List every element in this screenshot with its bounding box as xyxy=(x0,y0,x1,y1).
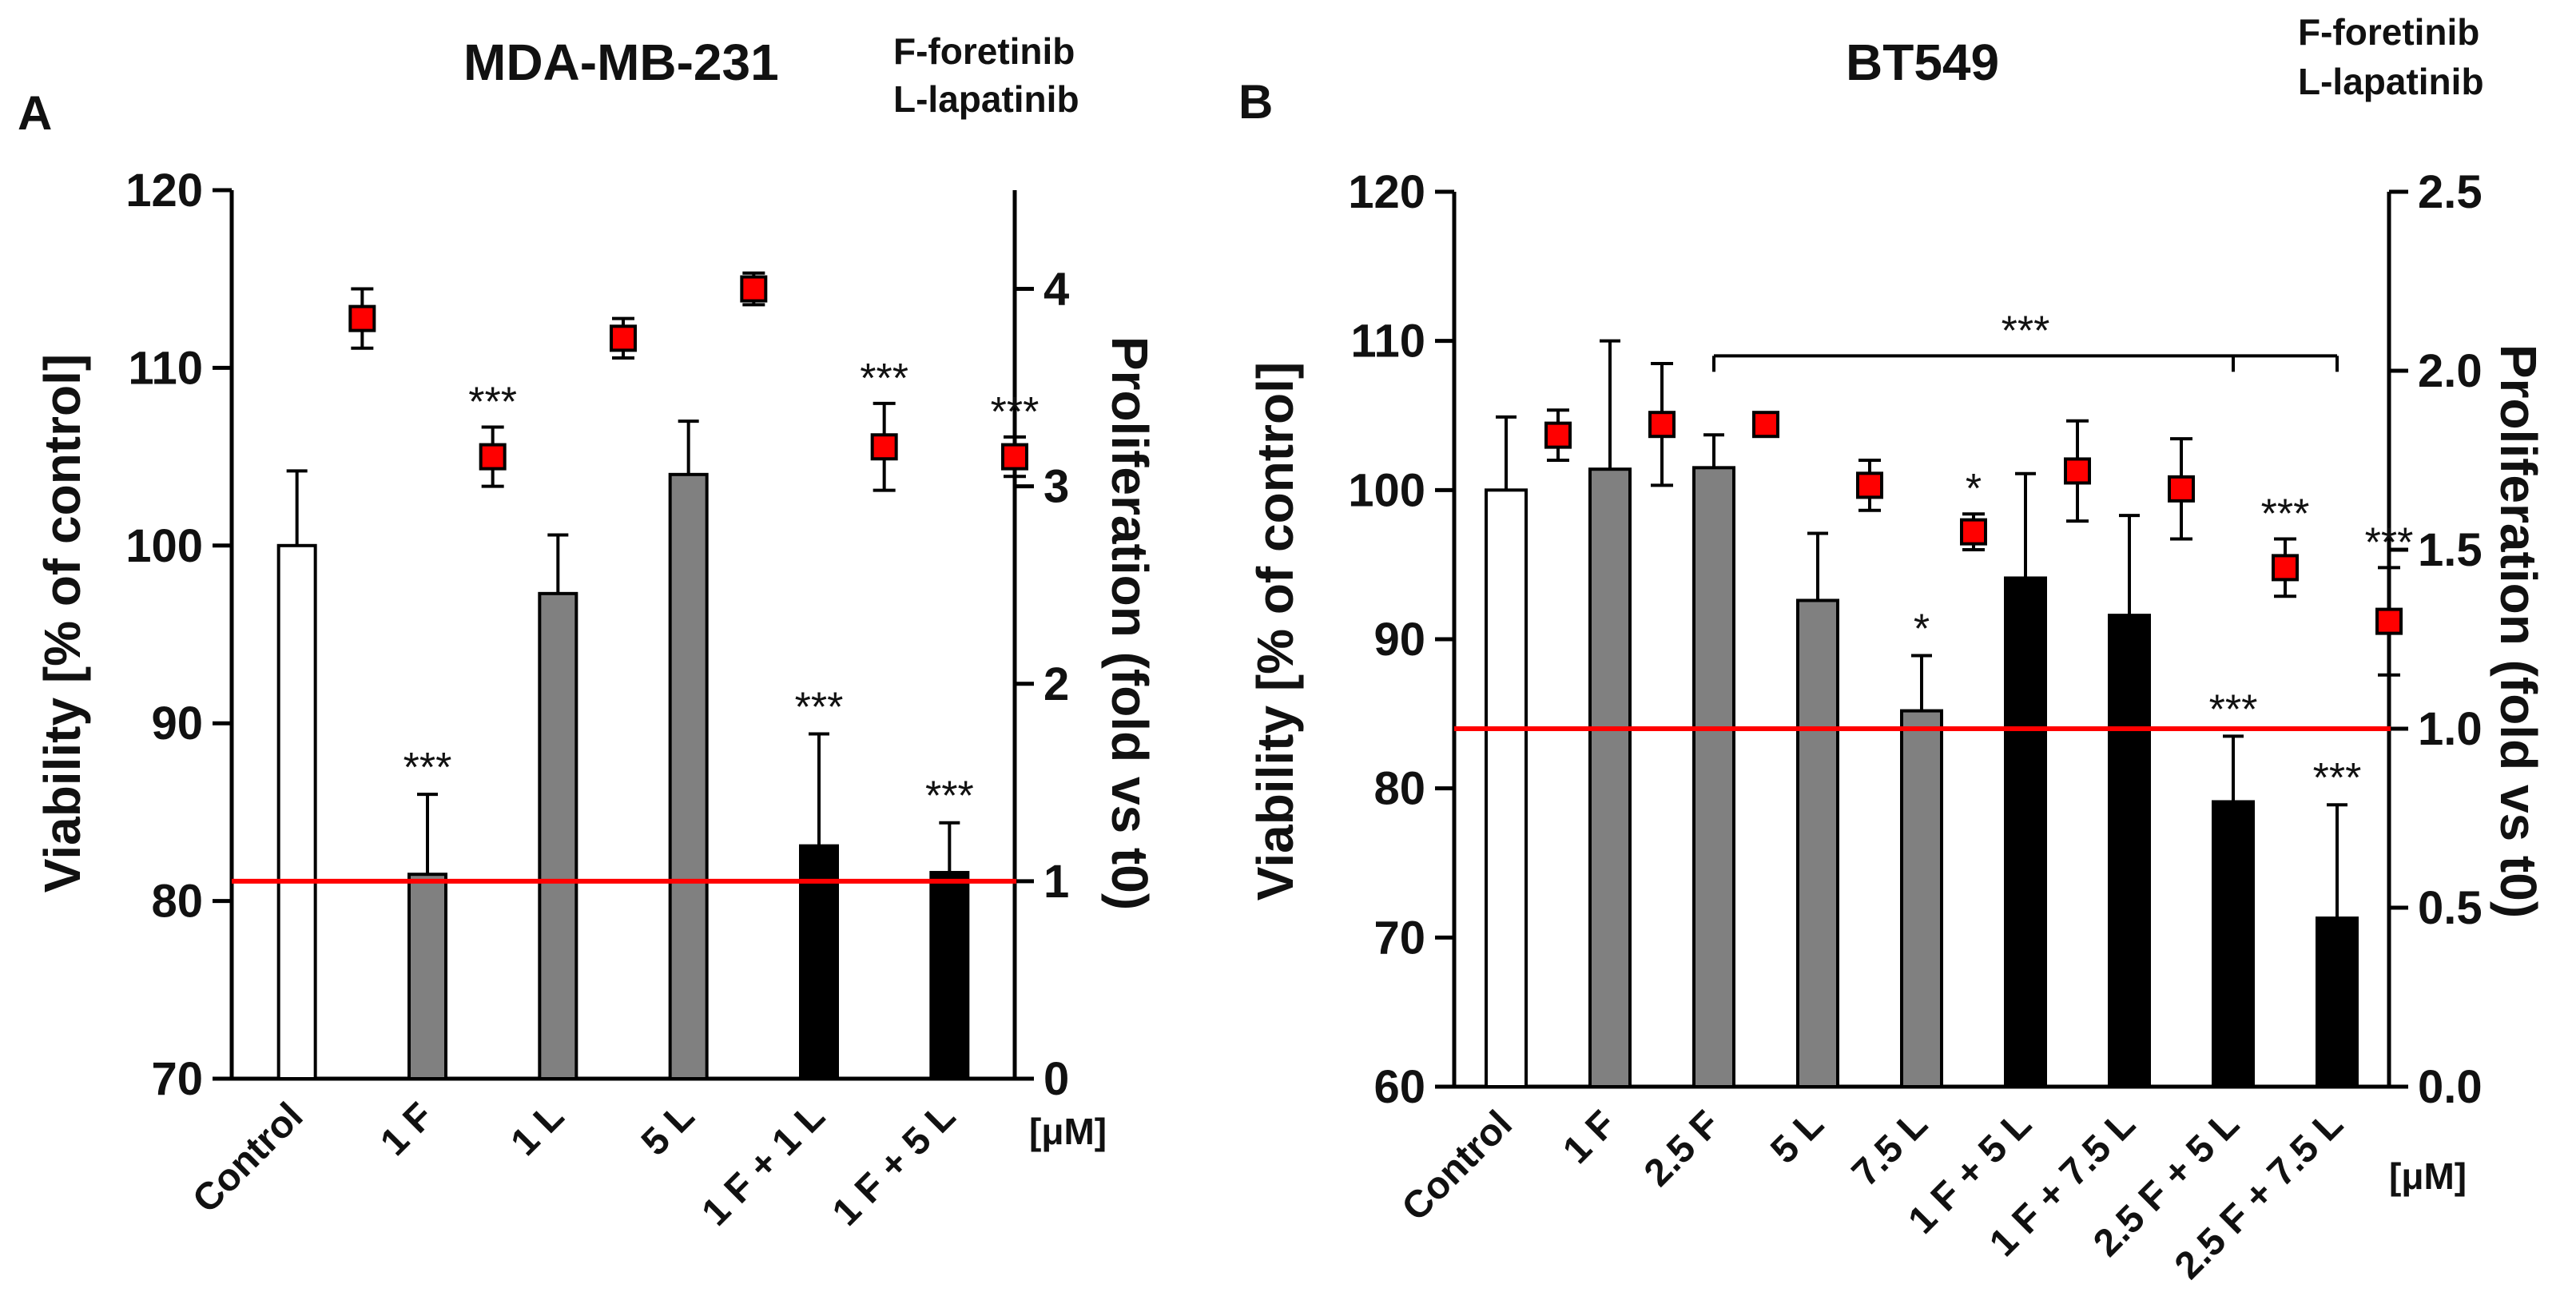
panel-b-bar xyxy=(1900,709,1943,1088)
panel-b-marker-significance: *** xyxy=(2261,491,2310,538)
panel-b-y-axis-label: Viability [% of control] xyxy=(1246,362,1304,900)
panel-a-bar xyxy=(668,472,709,1080)
panel-a-y2-tick-label: 4 xyxy=(1044,264,1069,316)
panel-a-y-tick-label: 70 xyxy=(151,1053,203,1105)
panel-a-marker-significance: *** xyxy=(468,380,517,426)
panel-b-y2-tick-label: 0.5 xyxy=(2418,882,2483,934)
panel-a-bar xyxy=(929,871,970,1080)
panel-b-y2-tick-label: 2.0 xyxy=(2418,345,2483,397)
panel-b-bar xyxy=(2212,800,2255,1088)
panel-a-marker-significance: *** xyxy=(991,389,1040,435)
panel-b-category-label: 5 L xyxy=(1763,1103,1832,1172)
panel-b-bar-significance: *** xyxy=(2209,686,2258,733)
panel-b-y-tick-label: 100 xyxy=(1348,464,1425,516)
panel-b-y2-tick-label: 1.0 xyxy=(2418,703,2483,755)
panel-b-y-tick-label: 120 xyxy=(1348,166,1425,218)
panel-a-bar xyxy=(799,844,839,1080)
panel-b-bar-significance: *** xyxy=(2313,755,2362,801)
panel-b-marker-significance: *** xyxy=(2365,519,2414,566)
panel-b-proliferation-marker xyxy=(2168,475,2195,503)
panel-a-bar-significance: *** xyxy=(925,773,974,820)
panel-a-legend-line-2: L-lapatinib xyxy=(893,78,1079,120)
panel-a-proliferation-marker xyxy=(348,304,376,332)
panel-b-plot: 60 70 80 90 100 110 120 0.0 0.5 1.0 1.5 2.0 2.5 Contr… xyxy=(1348,166,2482,1287)
panel-a-category-label: 1 F + 1 L xyxy=(694,1095,833,1234)
panel-b-proliferation-marker xyxy=(2375,607,2403,635)
panel-b-bar xyxy=(1692,466,1735,1088)
panel-b-proliferation-marker xyxy=(2064,457,2091,485)
panel-b-bar xyxy=(2108,614,2151,1088)
panel-a-category-label: 1 F + 5 L xyxy=(825,1095,964,1234)
panel-b-category-label: 2.5 F xyxy=(1636,1103,1728,1195)
panel-a-y2-tick-label: 0 xyxy=(1044,1053,1069,1105)
panel-a-proliferation-marker xyxy=(1001,443,1028,471)
panel-b-category-label: 1 F xyxy=(1555,1103,1624,1172)
panel-a-title: MDA-MB-231 xyxy=(463,34,779,91)
panel-b-y2-tick-label: 1.5 xyxy=(2418,524,2483,576)
panel-b-y2-axis-label: Proliferation (fold vs t0) xyxy=(2490,344,2547,918)
panel-a-unit-label: [μM] xyxy=(1029,1111,1107,1152)
panel-a-proliferation-marker xyxy=(870,433,898,461)
panel-a-bar xyxy=(538,591,578,1080)
panel-a-y-tick-label: 110 xyxy=(128,342,203,394)
panel-a-proliferation-marker xyxy=(740,275,768,303)
panel-b-label: B xyxy=(1238,75,1273,129)
panel-a-legend-line-1: F-foretinib xyxy=(893,30,1075,72)
panel-a-proliferation-marker xyxy=(479,443,507,471)
panel-b-category-label: 7.5 L xyxy=(1844,1103,1936,1195)
panel-a-marker-significance: *** xyxy=(860,356,908,402)
panel-a-y-tick-label: 120 xyxy=(125,165,203,217)
panel-b-bar xyxy=(2004,576,2047,1088)
panel-a-y-tick-label: 80 xyxy=(151,876,203,928)
panel-b-proliferation-marker xyxy=(1856,471,1883,499)
panel-b-y2-tick-label: 0.0 xyxy=(2418,1061,2483,1113)
panel-b-bar xyxy=(1588,467,1632,1088)
panel-b-y-tick-label: 60 xyxy=(1373,1061,1425,1113)
panel-b-bar xyxy=(1485,488,1528,1088)
panel-a-y2-axis-label: Proliferation (fold vs t0) xyxy=(1101,336,1159,910)
panel-a-y2-tick-label: 2 xyxy=(1044,658,1069,710)
panel-b-unit-label: [μM] xyxy=(2389,1155,2467,1197)
panel-a-y-axis-label: Viability [% of control] xyxy=(34,354,91,893)
panel-a-bar-significance: *** xyxy=(403,745,452,791)
panel-a-label: A xyxy=(18,86,52,140)
panel-b-y-tick-label: 110 xyxy=(1350,316,1425,368)
panel-a-category-label: 1 L xyxy=(503,1095,573,1164)
panel-a-bar xyxy=(276,543,317,1080)
panel-b-legend-line-1: F-foretinib xyxy=(2298,11,2479,53)
panel-b-bar xyxy=(1796,598,1839,1088)
panel-b-bar xyxy=(2316,916,2359,1088)
panel-b-proliferation-marker xyxy=(1752,411,1779,439)
panel-b-proliferation-marker xyxy=(1960,518,1987,546)
panel-b-marker-significance: * xyxy=(1966,466,1982,512)
panel-a-bar xyxy=(407,873,447,1080)
panel-b-y-tick-label: 80 xyxy=(1373,763,1425,815)
panel-a-category-label: Control xyxy=(185,1095,311,1221)
panel-a-proliferation-marker xyxy=(610,324,637,352)
panel-a-y2-tick-label: 3 xyxy=(1044,461,1069,513)
panel-b-proliferation-marker xyxy=(1648,411,1676,439)
panel-a-plot: 70 80 90 100 110 120 0 1 2 3 4 Control *** 1 F 1 L 5 L *… xyxy=(125,165,1069,1234)
panel-b-category-label: Control xyxy=(1394,1103,1521,1229)
panel-b-y-tick-label: 90 xyxy=(1373,614,1425,666)
panel-b-y-tick-label: 70 xyxy=(1373,912,1425,964)
panel-a-category-label: 5 L xyxy=(634,1095,703,1164)
panel-a-category-label: 1 F xyxy=(372,1095,442,1164)
panel-a-y-tick-label: 90 xyxy=(151,698,203,749)
panel-b-proliferation-marker xyxy=(2272,554,2299,582)
panel-b-y2-tick-label: 2.5 xyxy=(2418,166,2483,218)
panel-b-proliferation-marker xyxy=(1544,421,1572,449)
panel-b-title: BT549 xyxy=(1846,34,1999,91)
panel-a-y-tick-label: 100 xyxy=(125,520,203,572)
panel-a-y2-tick-label: 1 xyxy=(1044,856,1069,908)
panel-b-bracket-label: *** xyxy=(2002,308,2050,354)
panel-a-bar-significance: *** xyxy=(795,685,844,731)
panel-b-legend-line-2: L-lapatinib xyxy=(2298,61,2484,102)
panel-b-bar-significance: * xyxy=(1914,606,1930,653)
